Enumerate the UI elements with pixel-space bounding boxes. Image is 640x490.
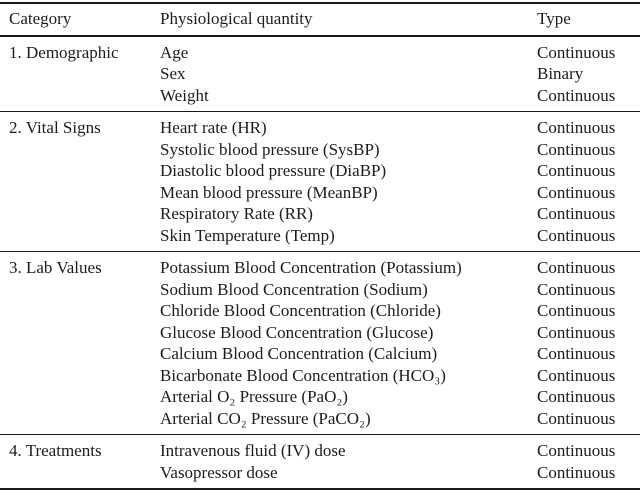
quantity-cell: Calcium Blood Concentration (Calcium) [160,344,438,363]
quantity-cell: Diastolic blood pressure (DiaBP) [160,161,387,180]
table-row: Calcium Blood Concentration (Calcium) Co… [0,343,640,365]
category-cell-empty [0,343,160,365]
quantity-cell: Sex [160,64,186,83]
quantity-cell: Bicarbonate Blood Concentration (HCO₃) [160,365,446,385]
category-cell: 3. Lab Values [9,258,102,277]
table-row: Sex Binary [0,63,640,85]
quantity-cell: Arterial CO₂ Pressure (PaCO₂) [160,408,371,428]
type-cell: Continuous [537,301,616,320]
section-treatments: 4. Treatments Intravenous fluid (IV) dos… [0,434,640,490]
category-cell-empty [0,182,160,204]
type-cell: Continuous [537,161,616,180]
category-cell-empty [0,322,160,344]
table-row: Chloride Blood Concentration (Chloride) … [0,300,640,322]
type-cell: Continuous [537,441,616,460]
type-cell: Continuous [537,225,616,245]
category-cell-empty [0,160,160,182]
table-row: Bicarbonate Blood Concentration (HCO₃) C… [0,365,640,387]
table-row: Sodium Blood Concentration (Sodium) Cont… [0,279,640,301]
category-cell-empty [0,225,160,252]
table-row: Respiratory Rate (RR) Continuous [0,203,640,225]
type-cell: Continuous [537,365,616,385]
table-row: 2. Vital Signs Heart rate (HR) Continuou… [0,112,640,139]
section-demographic: 1. Demographic Age Continuous Sex Binary… [0,36,640,112]
table-row: Arterial CO₂ Pressure (PaCO₂) Continuous [0,408,640,435]
category-cell: 2. Vital Signs [9,118,101,137]
category-cell: 1. Demographic [9,42,119,62]
category-cell-empty [0,63,160,85]
category-cell-empty [0,386,160,408]
quantity-cell: Respiratory Rate (RR) [160,204,313,223]
category-cell-empty [0,279,160,301]
column-header-category: Category [0,3,160,37]
category-cell-empty [0,408,160,435]
quantity-cell: Heart rate (HR) [160,118,267,137]
section-lab-values: 3. Lab Values Potassium Blood Concentrat… [0,251,640,435]
type-cell: Continuous [537,344,616,363]
quantity-cell: Age [160,42,189,62]
category-cell-empty [0,203,160,225]
category-cell-empty [0,365,160,387]
category-cell-empty [0,85,160,112]
quantity-cell: Vasopressor dose [160,462,278,482]
type-cell: Binary [537,64,584,83]
quantity-cell: Chloride Blood Concentration (Chloride) [160,301,441,320]
table-row: 1. Demographic Age Continuous [0,36,640,64]
type-cell: Continuous [537,182,616,202]
table-row: Systolic blood pressure (SysBP) Continuo… [0,139,640,161]
type-cell: Continuous [537,85,616,105]
table-row: Vasopressor dose Continuous [0,462,640,490]
type-cell: Continuous [537,118,616,137]
quantity-cell: Potassium Blood Concentration (Potassium… [160,258,462,277]
table-row: Glucose Blood Concentration (Glucose) Co… [0,322,640,344]
category-cell-empty [0,139,160,161]
table-row: Diastolic blood pressure (DiaBP) Continu… [0,160,640,182]
table-row: 3. Lab Values Potassium Blood Concentrat… [0,252,640,279]
section-vital-signs: 2. Vital Signs Heart rate (HR) Continuou… [0,111,640,252]
category-cell: 4. Treatments [9,441,102,460]
table-row: Skin Temperature (Temp) Continuous [0,225,640,252]
quantity-cell: Weight [160,85,209,105]
quantity-cell: Sodium Blood Concentration (Sodium) [160,279,428,299]
type-cell: Continuous [537,42,616,62]
quantity-cell: Intravenous fluid (IV) dose [160,441,346,460]
type-cell: Continuous [537,258,616,277]
table-header: Category Physiological quantity Type [0,3,640,37]
type-cell: Continuous [537,322,616,342]
column-header-type: Type [537,3,640,37]
table-row: Weight Continuous [0,85,640,112]
header-row: Category Physiological quantity Type [0,3,640,37]
quantity-cell: Skin Temperature (Temp) [160,225,335,245]
quantity-cell: Mean blood pressure (MeanBP) [160,182,378,202]
table-row: Mean blood pressure (MeanBP) Continuous [0,182,640,204]
quantity-cell: Systolic blood pressure (SysBP) [160,139,380,159]
category-cell-empty [0,300,160,322]
type-cell: Continuous [537,462,616,482]
table-row: Arterial O₂ Pressure (PaO₂) Continuous [0,386,640,408]
type-cell: Continuous [537,279,616,299]
table-row: 4. Treatments Intravenous fluid (IV) dos… [0,435,640,462]
column-header-quantity: Physiological quantity [160,3,537,37]
quantity-cell: Glucose Blood Concentration (Glucose) [160,322,434,342]
type-cell: Continuous [537,204,616,223]
type-cell: Continuous [537,408,616,428]
type-cell: Continuous [537,139,616,159]
quantity-cell: Arterial O₂ Pressure (PaO₂) [160,387,348,406]
type-cell: Continuous [537,387,616,406]
